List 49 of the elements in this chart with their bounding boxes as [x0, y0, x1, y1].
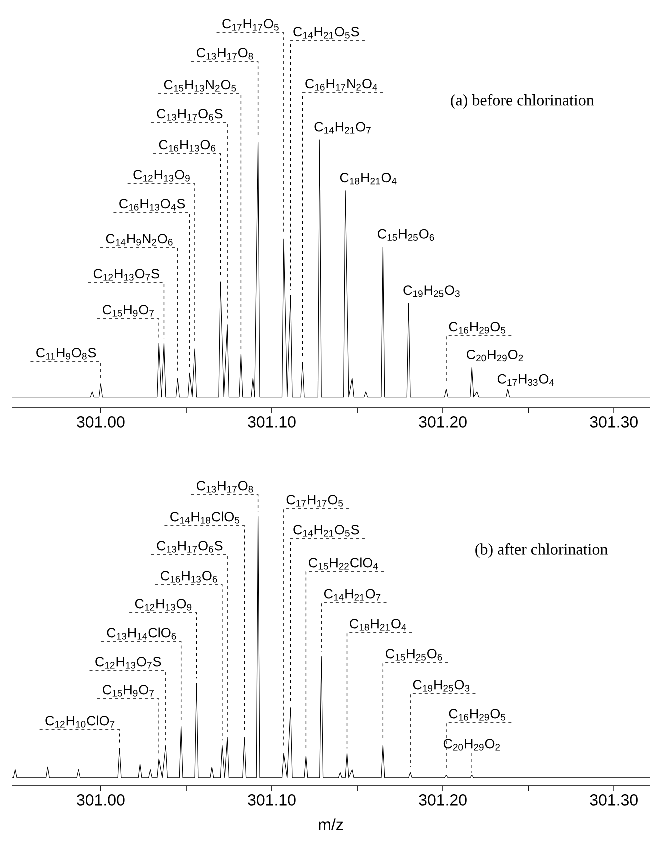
annotation: C$_{13}$H$_{17}$O$_{6}$S — [157, 541, 223, 553]
text: (b) after chlorination — [476, 544, 608, 558]
annotation: C$_{14}$H$_{9}$N$_{2}$O$_{6}$ — [106, 234, 173, 246]
x-tick-label: 301.20 — [419, 794, 467, 806]
annotation: C$_{20}$H$_{29}$O$_{2}$ — [444, 739, 500, 751]
annotation: C$_{13}$H$_{14}$ClO$_{6}$ — [107, 628, 176, 640]
annotation: C$_{16}$H$_{13}$O$_{6}$ — [159, 140, 216, 152]
annotation: C$_{16}$H$_{17}$N$_{2}$O$_{4}$ — [306, 79, 378, 91]
annotation: C$_{14}$H$_{21}$O$_{7}$ — [314, 122, 371, 134]
x-tick-label: 301.30 — [590, 416, 638, 428]
annotation: C$_{15}$H$_{25}$O$_{6}$ — [386, 649, 442, 661]
annotation: C$_{16}$H$_{29}$O$_{5}$ — [449, 322, 506, 334]
x-tick-label: 301.10 — [248, 794, 296, 806]
annotation: C$_{18}$H$_{21}$O$_{4}$ — [340, 173, 397, 185]
annotation: C$_{14}$H$_{21}$O$_{5}$S — [294, 27, 360, 39]
annotation: C$_{17}$H$_{17}$O$_{5}$ — [222, 19, 279, 31]
x-axis-title: m/z — [319, 818, 344, 830]
annotation: C$_{17}$H$_{33}$O$_{4}$ — [498, 374, 554, 386]
annotation: C$_{11}$H$_{9}$O$_{8}$S — [36, 348, 96, 360]
annotation: C$_{19}$H$_{25}$O$_{3}$ — [413, 680, 470, 692]
annotation: C$_{14}$H$_{21}$O$_{7}$ — [324, 589, 381, 601]
annotation: C$_{12}$H$_{13}$O$_{9}$ — [135, 599, 192, 611]
annotation: C$_{17}$H$_{17}$O$_{5}$ — [286, 495, 344, 507]
annotation: C$_{14}$H$_{21}$O$_{5}$S — [294, 525, 360, 537]
annotation: C$_{12}$H$_{13}$O$_{9}$ — [134, 170, 190, 182]
annotation: C$_{15}$H$_{9}$O$_{7}$ — [103, 685, 154, 697]
annotation: C$_{13}$H$_{17}$O$_{8}$ — [197, 48, 254, 60]
annotation: C$_{19}$H$_{25}$O$_{3}$ — [404, 286, 460, 298]
x-tick-label: 301.20 — [419, 416, 467, 428]
annotation: C$_{15}$H$_{25}$O$_{6}$ — [378, 229, 434, 242]
annotation: C$_{12}$H$_{10}$ClO$_{7}$ — [46, 716, 115, 728]
annotation: C$_{15}$H$_{9}$O$_{7}$ — [103, 305, 154, 317]
x-tick-label: 301.30 — [590, 794, 638, 806]
annotation: C$_{15}$H$_{13}$N$_{2}$O$_{5}$ — [164, 80, 236, 92]
x-tick-label: 301.10 — [248, 416, 296, 428]
chart-title: (a) before chlorination — [451, 94, 594, 110]
annotation: C$_{16}$H$_{29}$O$_{5}$ — [449, 709, 506, 721]
annotation: C$_{20}$H$_{29}$O$_{2}$ — [467, 350, 524, 362]
x-tick-label: 301.00 — [77, 416, 125, 428]
annotation: C$_{12}$H$_{13}$O$_{7}$S — [94, 269, 160, 281]
annotation: C$_{16}$H$_{13}$O$_{4}$S — [120, 199, 186, 211]
annotation: C$_{14}$H$_{18}$ClO$_{5}$ — [170, 512, 240, 524]
annotation: C$_{18}$H$_{21}$O$_{4}$ — [350, 619, 406, 631]
x-tick-label: 301.00 — [77, 794, 125, 806]
annotation: C$_{13}$H$_{17}$O$_{8}$ — [197, 481, 254, 493]
annotation: C$_{12}$H$_{13}$O$_{7}$S — [96, 657, 162, 669]
annotation: C$_{16}$H$_{13}$O$_{6}$ — [161, 571, 218, 583]
annotation: C$_{15}$H$_{22}$ClO$_{4}$ — [309, 558, 378, 570]
annotation: C$_{13}$H$_{17}$O$_{6}$S — [157, 109, 223, 121]
